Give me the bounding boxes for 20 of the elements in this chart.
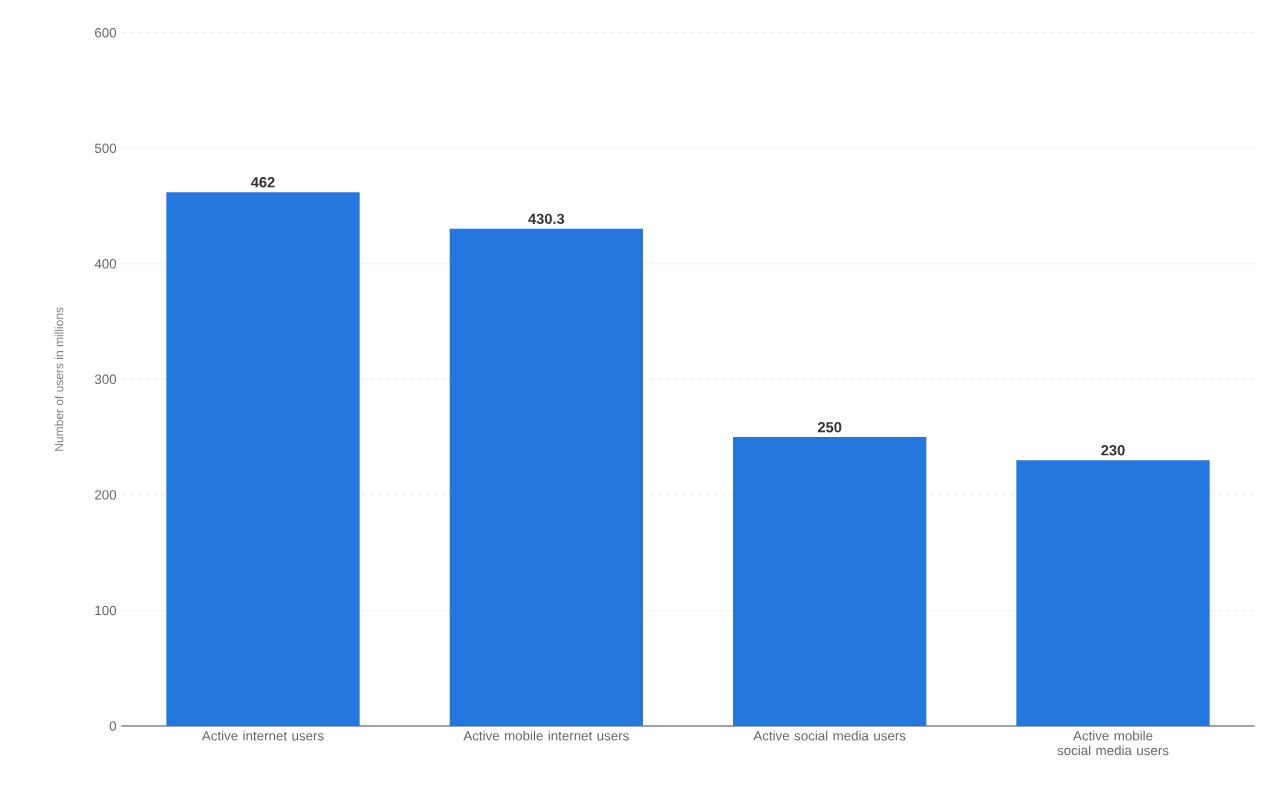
bar (166, 192, 360, 726)
data-label: 230 (1101, 445, 1125, 456)
y-tick-label: 300 (94, 374, 117, 385)
y-tick-label: 500 (94, 143, 117, 153)
x-tick-label: Active social media users (753, 730, 906, 741)
y-tick-label: 0 (109, 721, 117, 731)
data-label: 462 (251, 177, 275, 188)
bar (1016, 460, 1210, 726)
x-tick-label: Active mobile internet users (463, 730, 629, 741)
y-tick-label: 200 (95, 490, 117, 500)
x-tick-label: Active internet users (201, 730, 324, 741)
data-label: 250 (817, 422, 842, 433)
y-tick-label: 100 (95, 605, 117, 616)
data-label: 430.3 (528, 213, 565, 225)
x-tick-label: Active mobile social media users (1057, 730, 1169, 756)
bar (449, 228, 644, 726)
y-tick-label: 400 (94, 259, 117, 269)
y-axis-title: Number of users in millions (54, 307, 64, 451)
y-tick-label: 600 (95, 27, 117, 38)
bar (733, 437, 927, 726)
